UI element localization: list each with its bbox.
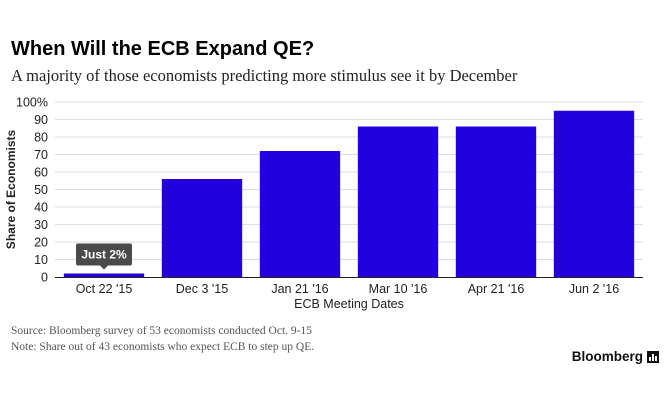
x-axis-label: ECB Meeting Dates <box>294 297 404 311</box>
chart-title: When Will the ECB Expand QE? <box>11 38 315 60</box>
x-tick-label: Apr 21 '16 <box>468 282 525 296</box>
callout-box <box>76 243 132 266</box>
y-tick-label: 40 <box>34 201 48 215</box>
y-tick-label: 50 <box>34 183 48 197</box>
y-tick-label: 30 <box>34 218 48 232</box>
bar <box>455 126 537 277</box>
y-tick-label: 90 <box>34 113 48 127</box>
bar <box>161 179 243 277</box>
y-tick-label: 70 <box>34 148 48 162</box>
bloomberg-bars-icon <box>647 351 659 363</box>
x-axis-ticks: Oct 22 '15 Dec 3 '15 Jan 21 '16 Mar 10 '16 A… <box>76 282 620 296</box>
x-tick-label: Jan 21 '16 <box>271 282 328 296</box>
bar <box>357 126 439 277</box>
callout-text: Just 2% <box>81 248 127 262</box>
y-tick-label: 80 <box>34 131 48 145</box>
y-tick-label: 20 <box>34 236 48 250</box>
y-tick-label: 100% <box>16 96 48 110</box>
y-axis-ticks: 0 10 20 30 40 50 60 70 80 90 100% <box>16 96 48 285</box>
x-tick-label: Oct 22 '15 <box>76 282 133 296</box>
gridlines <box>55 101 643 260</box>
source-note: Source: Bloomberg survey of 53 economist… <box>11 325 312 337</box>
annotations: Just 2% <box>76 243 132 270</box>
x-tick-label: Dec 3 '15 <box>176 282 228 296</box>
chart-subtitle: A majority of those economists predictin… <box>11 66 518 85</box>
bar-chart: 0 10 20 30 40 50 60 70 80 90 100% Oct 22 '15 Dec 3 … <box>4 96 643 311</box>
y-tick-label: 60 <box>34 166 48 180</box>
bar <box>259 151 341 277</box>
annotation-callout: Just 2% <box>76 243 132 270</box>
y-tick-label: 0 <box>41 271 48 285</box>
x-tick-label: Jun 2 '16 <box>569 282 619 296</box>
bloomberg-logo: Bloomberg <box>571 349 643 364</box>
callout-pointer <box>100 265 108 270</box>
bar <box>553 110 635 277</box>
y-axis-label: Share of Economists <box>4 130 18 250</box>
footnote: Note: Share out of 43 economists who exp… <box>11 341 315 353</box>
bar <box>63 273 145 277</box>
bars <box>63 110 635 277</box>
y-tick-label: 10 <box>34 253 48 267</box>
x-tick-label: Mar 10 '16 <box>369 282 428 296</box>
